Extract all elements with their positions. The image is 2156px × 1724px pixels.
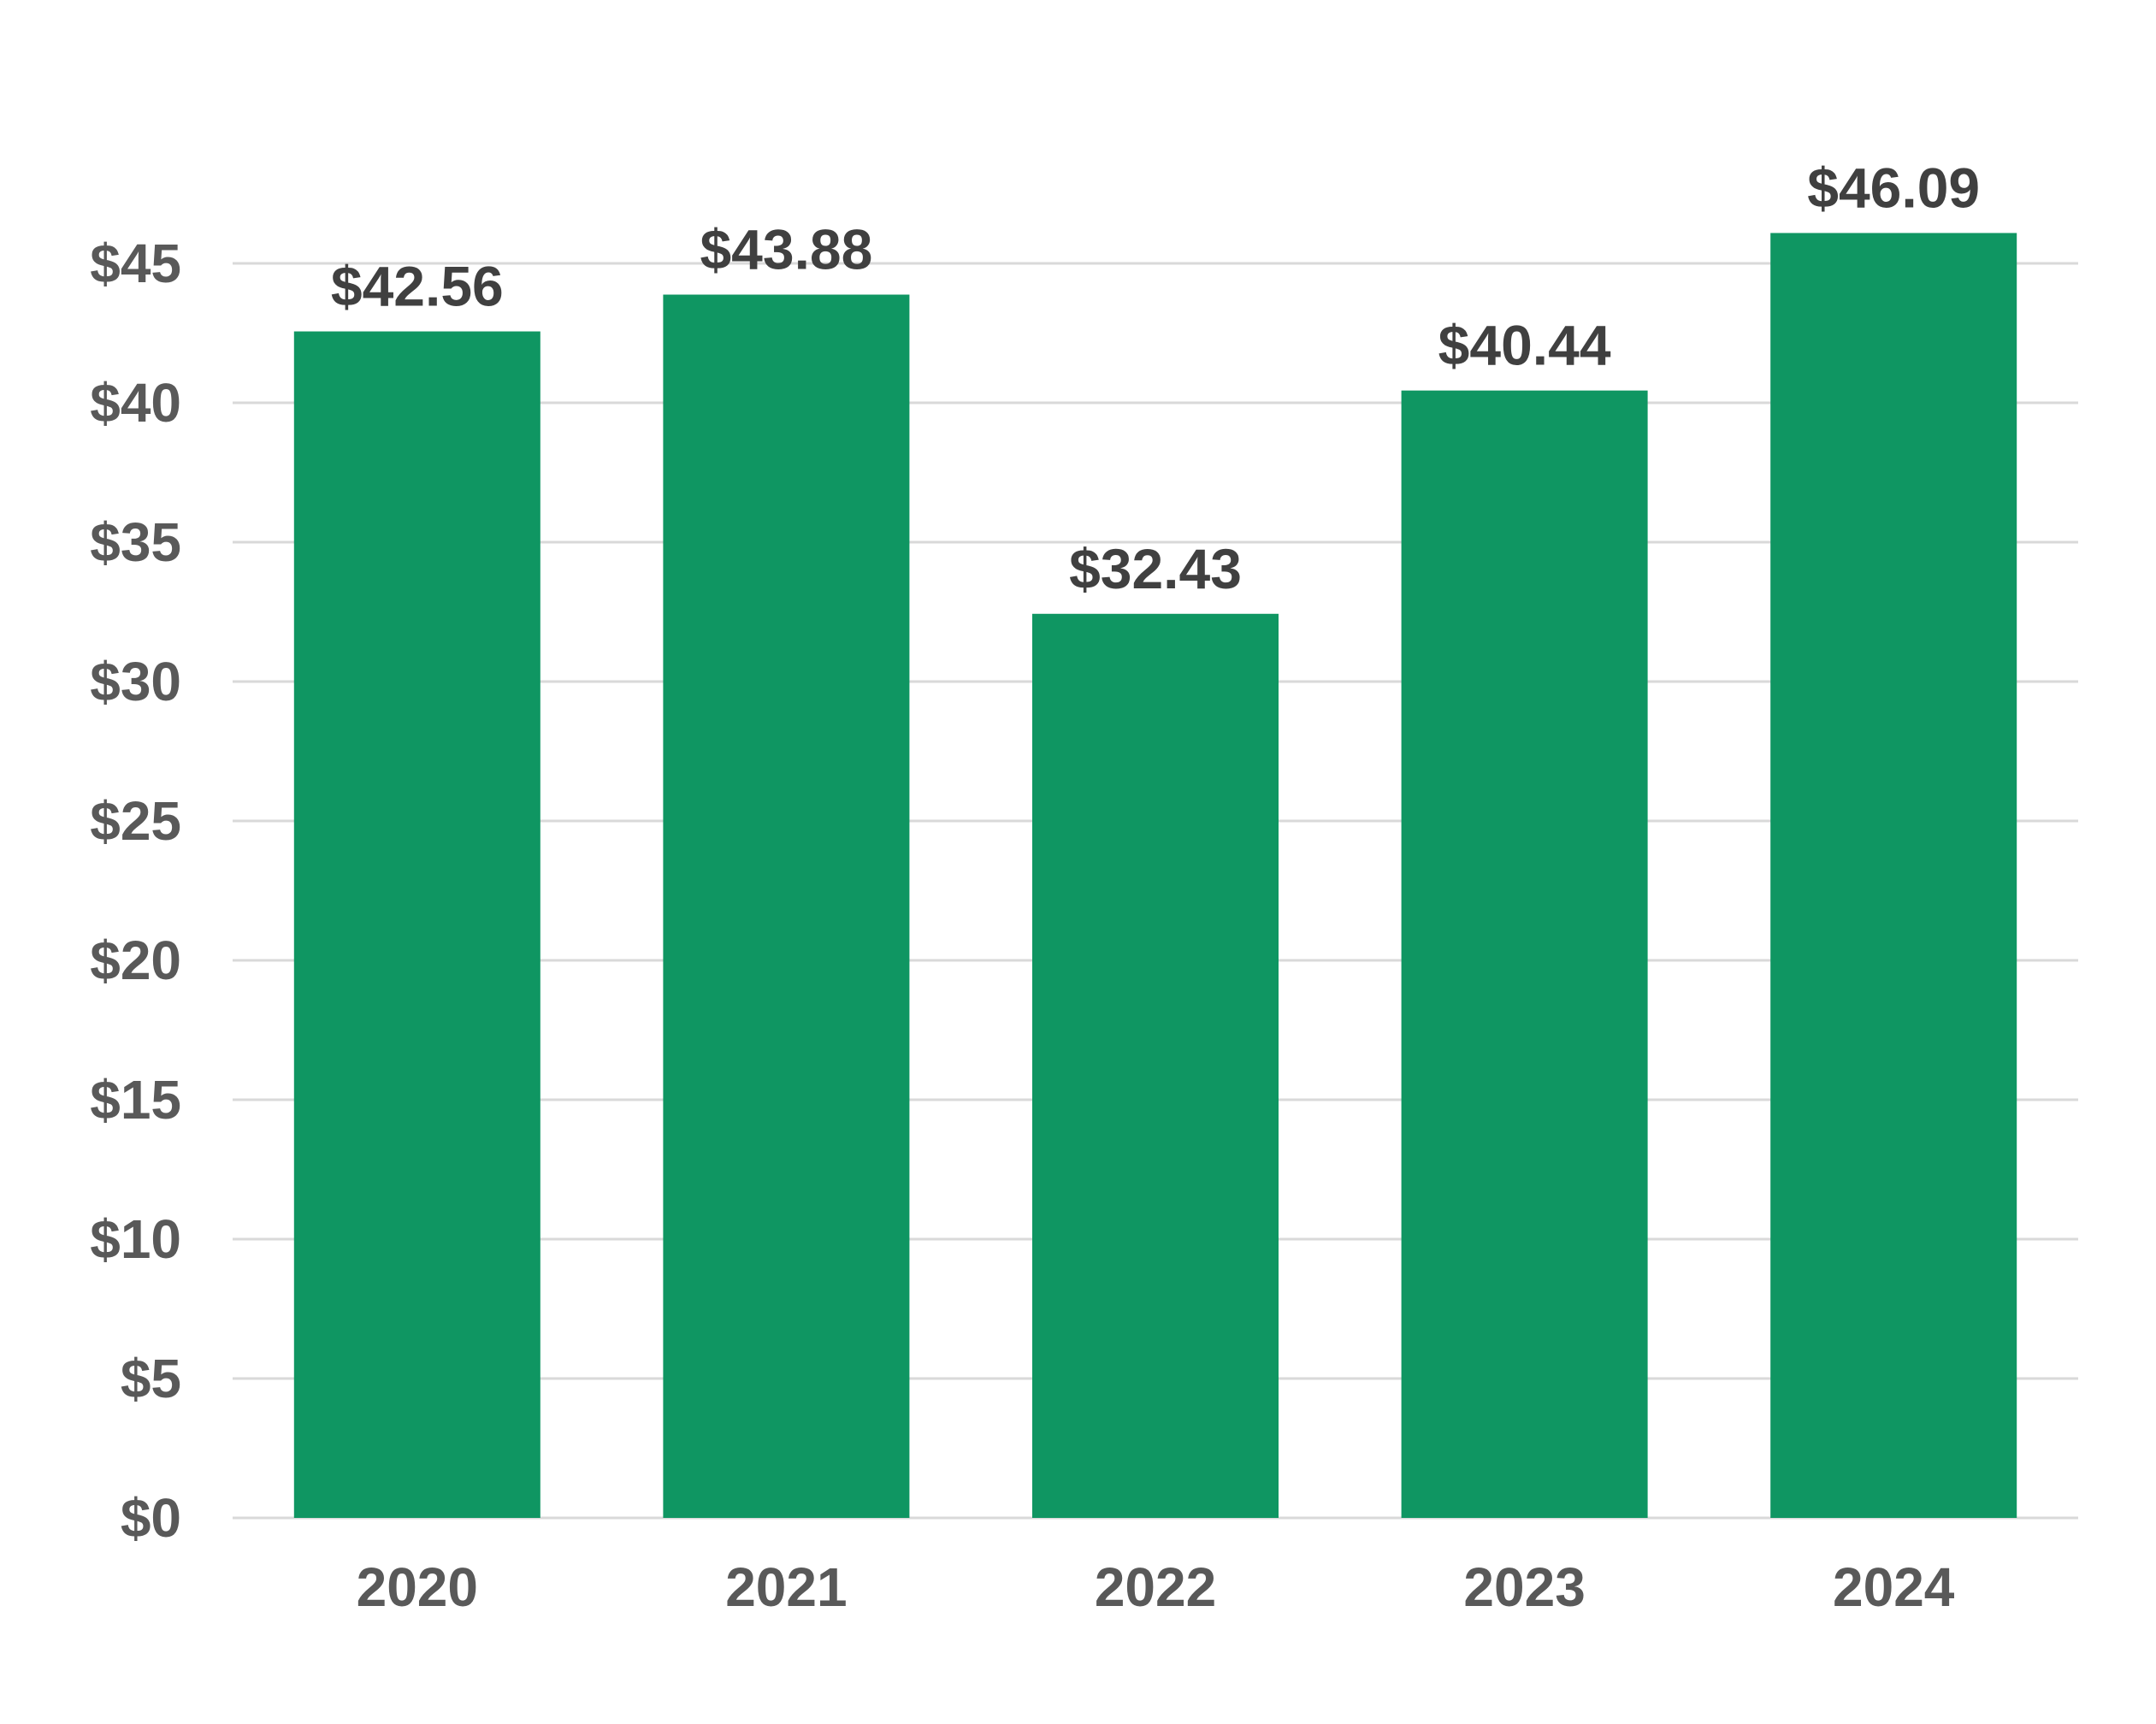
y-tick-label: $20 [90,930,181,991]
y-axis-tick-labels: $0 $5 $10 $15 $20 $25 $30 $35 $40 $45 [90,233,181,1549]
bar-2023 [1401,390,1648,1518]
x-axis-tick-labels: 2020 2021 2022 2023 2024 [357,1556,1955,1618]
x-tick-label: 2023 [1463,1556,1585,1618]
x-tick-label: 2024 [1833,1556,1955,1618]
y-tick-label: $40 [90,372,181,434]
data-label: $40.44 [1438,314,1611,377]
y-tick-label: $45 [90,233,181,294]
data-label: $43.88 [700,218,872,281]
y-tick-label: $25 [90,790,181,852]
bar-2020 [293,331,540,1519]
bar-2021 [663,294,910,1519]
y-tick-label: $5 [121,1348,181,1409]
bars [293,233,2017,1519]
y-tick-label: $35 [90,511,181,573]
data-label: $46.09 [1807,156,1980,219]
y-tick-label: $30 [90,651,181,712]
y-tick-label: $15 [90,1069,181,1131]
y-tick-label: $0 [121,1487,181,1549]
x-tick-label: 2020 [357,1556,478,1618]
x-tick-label: 2021 [725,1556,847,1618]
bar-2022 [1032,613,1279,1518]
data-label: $42.56 [331,255,504,318]
data-labels: $42.56 $43.88 $32.43 $40.44 $46.09 [331,156,1980,599]
bar-2024 [1770,233,2017,1518]
data-label: $32.43 [1069,537,1242,600]
x-tick-label: 2022 [1095,1556,1216,1618]
y-tick-label: $10 [90,1208,181,1270]
